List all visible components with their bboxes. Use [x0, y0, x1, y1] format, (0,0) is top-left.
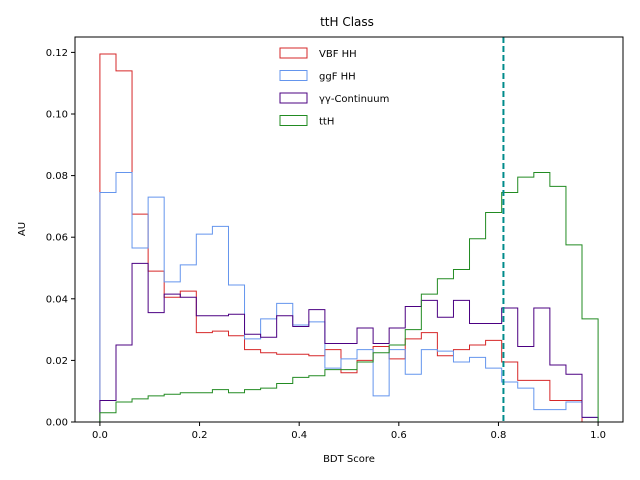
y-tick-label: 0.10: [46, 110, 68, 121]
plot-frame: [74, 36, 624, 423]
x-tick-label: 0.8: [491, 430, 507, 441]
legend-label-1: ggF HH: [319, 72, 356, 83]
chart-title: ttH Class: [320, 15, 374, 29]
y-tick-label: 0.00: [46, 418, 68, 429]
x-tick-label: 0.6: [391, 430, 407, 441]
legend: VBF HH ggF HH γγ-Continuum ttH: [279, 47, 389, 128]
series-line-1: [99, 172, 599, 422]
series-line-0: [99, 53, 599, 423]
y-tick-label: 0.12: [46, 48, 68, 59]
legend-label-2: γγ-Continuum: [319, 94, 389, 105]
plot-area: [99, 37, 599, 423]
y-tick-label: 0.08: [46, 171, 68, 182]
y-tick-label: 0.04: [46, 294, 68, 305]
y-tick-label: 0.02: [46, 356, 68, 367]
y-axis: 0.00 0.02 0.04 0.06 0.08 0.10 0.12: [46, 48, 75, 429]
legend-swatch-2: [279, 92, 308, 104]
x-tick-label: 0.2: [192, 430, 208, 441]
legend-swatch-1: [279, 70, 308, 81]
series-line-3: [99, 172, 599, 422]
legend-label-3: ttH: [319, 117, 334, 128]
x-tick-label: 0.0: [92, 430, 108, 441]
legend-swatch-3: [279, 115, 308, 126]
x-tick-label: 0.4: [291, 430, 307, 441]
legend-swatch-0: [279, 47, 308, 59]
y-axis-label: AU: [17, 222, 28, 236]
x-axis-label: BDT Score: [323, 454, 375, 465]
x-axis: 0.0 0.2 0.4 0.6 0.8 1.0: [92, 422, 606, 441]
series-line-2: [99, 262, 599, 422]
x-tick-label: 1.0: [590, 430, 606, 441]
legend-label-0: VBF HH: [319, 49, 357, 60]
y-tick-label: 0.06: [46, 233, 68, 244]
